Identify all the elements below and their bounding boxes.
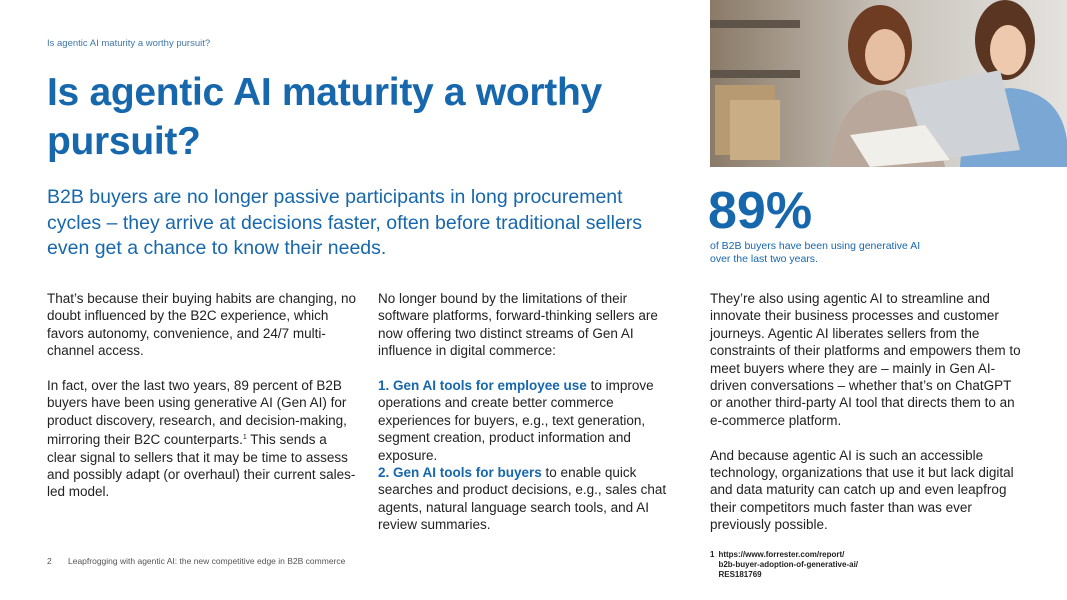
list-item: 1. Gen AI tools for employee use to impr… bbox=[378, 377, 680, 464]
footnote-url: https://www.forrester.com/report/ b2b-bu… bbox=[718, 550, 858, 580]
paragraph: No longer bound by the limitations of th… bbox=[378, 291, 658, 359]
text: This sends a clear signal to sellers tha… bbox=[47, 432, 356, 500]
item-lead: 1. Gen AI tools for employee use bbox=[378, 378, 587, 394]
paragraph: That’s because their buying habits are c… bbox=[47, 291, 356, 359]
column-3: They’re also using agentic AI to streaml… bbox=[710, 290, 1022, 551]
stat-value: 89% bbox=[708, 182, 813, 240]
footnote-ref: 1 bbox=[242, 434, 247, 442]
paragraph: They’re also using agentic AI to streaml… bbox=[710, 291, 1021, 428]
subtitle: B2B buyers are no longer passive partici… bbox=[47, 186, 643, 259]
footer-text: Leapfrogging with agentic AI: the new co… bbox=[68, 556, 346, 566]
running-title: Is agentic AI maturity a worthy pursuit? bbox=[47, 38, 211, 49]
item-text: to enable quick searches and product dec… bbox=[378, 465, 667, 533]
page-number: 2 bbox=[47, 556, 52, 566]
item-text: to improve operations and create better … bbox=[378, 378, 654, 463]
title: Is agentic AI maturity a worthy pursuit? bbox=[47, 71, 602, 163]
column-1: That’s because their buying habits are c… bbox=[47, 290, 359, 518]
text: In fact, over the last two years, 89 per… bbox=[47, 378, 347, 448]
paragraph: And because agentic AI is such an access… bbox=[710, 447, 1014, 533]
url-line: https://www.forrester.com/report/ bbox=[718, 550, 845, 559]
paragraph: In fact, over the last two years, 89 per… bbox=[47, 377, 359, 501]
photo bbox=[710, 0, 1067, 167]
item-lead: 2. Gen AI tools for buyers bbox=[378, 465, 542, 481]
footnote: 1 https://www.forrester.com/report/ b2b-… bbox=[710, 550, 858, 580]
url-line: b2b-buyer-adoption-of-generative-ai/ bbox=[718, 560, 859, 569]
stat-caption: of B2B buyers have been using generative… bbox=[710, 240, 921, 265]
list-item: 2. Gen AI tools for buyers to enable qui… bbox=[378, 464, 680, 534]
footnote-number: 1 bbox=[710, 550, 715, 559]
url-line: RES181769 bbox=[718, 570, 762, 579]
column-2: No longer bound by the limitations of th… bbox=[378, 290, 680, 534]
